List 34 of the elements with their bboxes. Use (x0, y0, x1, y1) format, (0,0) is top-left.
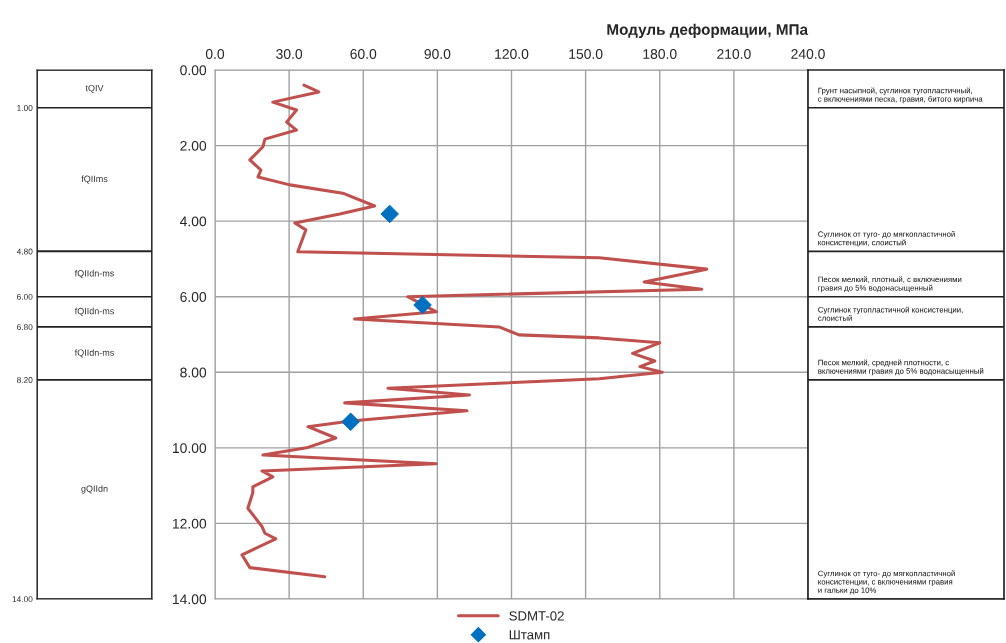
y-tick-label: 8.00 (180, 367, 207, 378)
data-label: fQIIdn-ms (74, 307, 114, 316)
data-label: fQIIdn-ms (74, 269, 114, 279)
y-tick-label: 6.80 (17, 324, 33, 331)
x-axis-title: Модуль деформации, МПа (607, 23, 809, 38)
x-tick-label: 30.0 (276, 49, 303, 59)
data-label: fQIIms (81, 175, 108, 184)
y-tick-label: 1.00 (17, 104, 33, 111)
x-tick-label: 150.0 (569, 49, 603, 59)
y-tick-label: 14.00 (172, 594, 207, 605)
legend-label: SDMT-02 (509, 611, 564, 621)
x-tick-label: 180.0 (643, 49, 677, 59)
y-tick-label: 6.00 (17, 293, 33, 300)
y-tick-label: 14.00 (12, 596, 33, 603)
y-tick-label: 4.80 (16, 248, 33, 255)
x-tick-label: 210.0 (717, 49, 751, 59)
y-tick-label: 12.00 (172, 518, 207, 529)
y-tick-label: 8.20 (16, 377, 33, 383)
x-tick-label: 120.0 (495, 49, 529, 59)
point (413, 295, 432, 315)
y-tick-label: 10.00 (172, 443, 207, 454)
x-tick-label: 60.0 (350, 49, 377, 59)
data-label: gQIIdn (81, 485, 108, 494)
legend-label: Штамп (509, 630, 550, 640)
line-series (240, 83, 709, 579)
y-tick-label: 0.00 (180, 65, 207, 76)
x-tick-label: 240.0 (791, 49, 825, 59)
x-tick-label: 0.0 (205, 49, 225, 59)
data-label: fQIIdn-ms (74, 349, 114, 358)
y-tick-label: 6.00 (180, 292, 207, 302)
data-label: tQIV (85, 84, 104, 93)
x-tick-label: 90.0 (424, 49, 451, 59)
y-tick-label: 4.00 (179, 216, 207, 227)
y-tick-label: 2.00 (180, 140, 207, 151)
